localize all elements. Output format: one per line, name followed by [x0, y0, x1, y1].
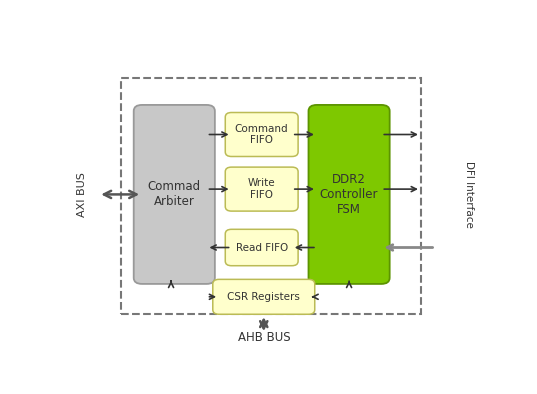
- FancyBboxPatch shape: [226, 229, 298, 266]
- Text: AHB BUS: AHB BUS: [238, 331, 291, 344]
- Text: Read FIFO: Read FIFO: [236, 243, 288, 253]
- Text: DDR2
Controller
FSM: DDR2 Controller FSM: [320, 173, 379, 216]
- FancyBboxPatch shape: [226, 167, 298, 211]
- Bar: [121, 78, 421, 314]
- Text: Command
FIFO: Command FIFO: [235, 124, 288, 145]
- Text: DFI Interface: DFI Interface: [464, 161, 474, 228]
- Text: Write
FIFO: Write FIFO: [248, 178, 275, 200]
- FancyBboxPatch shape: [226, 113, 298, 156]
- FancyBboxPatch shape: [134, 105, 215, 284]
- FancyBboxPatch shape: [213, 279, 315, 314]
- Text: Commad
Arbiter: Commad Arbiter: [148, 180, 201, 208]
- FancyBboxPatch shape: [308, 105, 390, 284]
- Text: AXI BUS: AXI BUS: [77, 172, 86, 217]
- Text: CSR Registers: CSR Registers: [227, 292, 300, 302]
